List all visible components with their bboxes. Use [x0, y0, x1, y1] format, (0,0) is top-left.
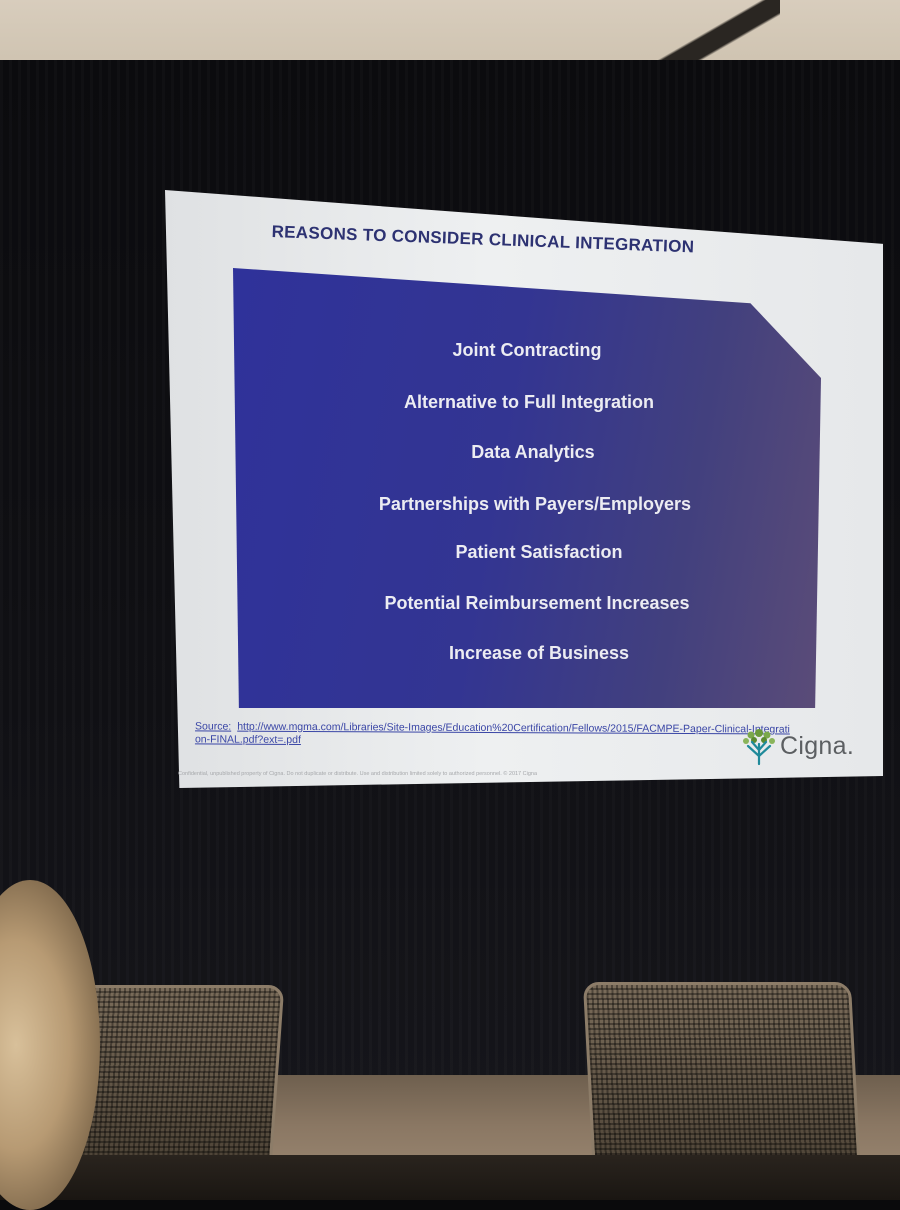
- tree-of-life-icon: [743, 729, 775, 766]
- logo-wordmark: Cigna.: [780, 731, 855, 760]
- content-panel: [233, 268, 821, 708]
- confidential-footer: Confidential, unpublished property of Ci…: [178, 771, 538, 777]
- chair-right: [582, 982, 862, 1178]
- list-item: Increase of Business: [448, 643, 630, 663]
- source-label: Source:: [195, 720, 232, 733]
- source-citation[interactable]: Source: http://www.mgma.com/Libraries/Sit…: [195, 720, 795, 749]
- list-item: Alternative to Full Integration: [403, 392, 654, 412]
- list-item: Data Analytics: [471, 442, 595, 462]
- list-item: Partnerships with Payers/Employers: [378, 494, 692, 514]
- source-link[interactable]: http://www.mgma.com/Libraries/Site-Image…: [194, 720, 790, 746]
- table-edge: [0, 1155, 900, 1200]
- list-item: Potential Reimbursement Increases: [384, 593, 690, 613]
- cigna-logo: Cigna.: [740, 726, 854, 766]
- list-item: Joint Contracting: [452, 340, 602, 360]
- list-item: Patient Satisfaction: [455, 542, 623, 562]
